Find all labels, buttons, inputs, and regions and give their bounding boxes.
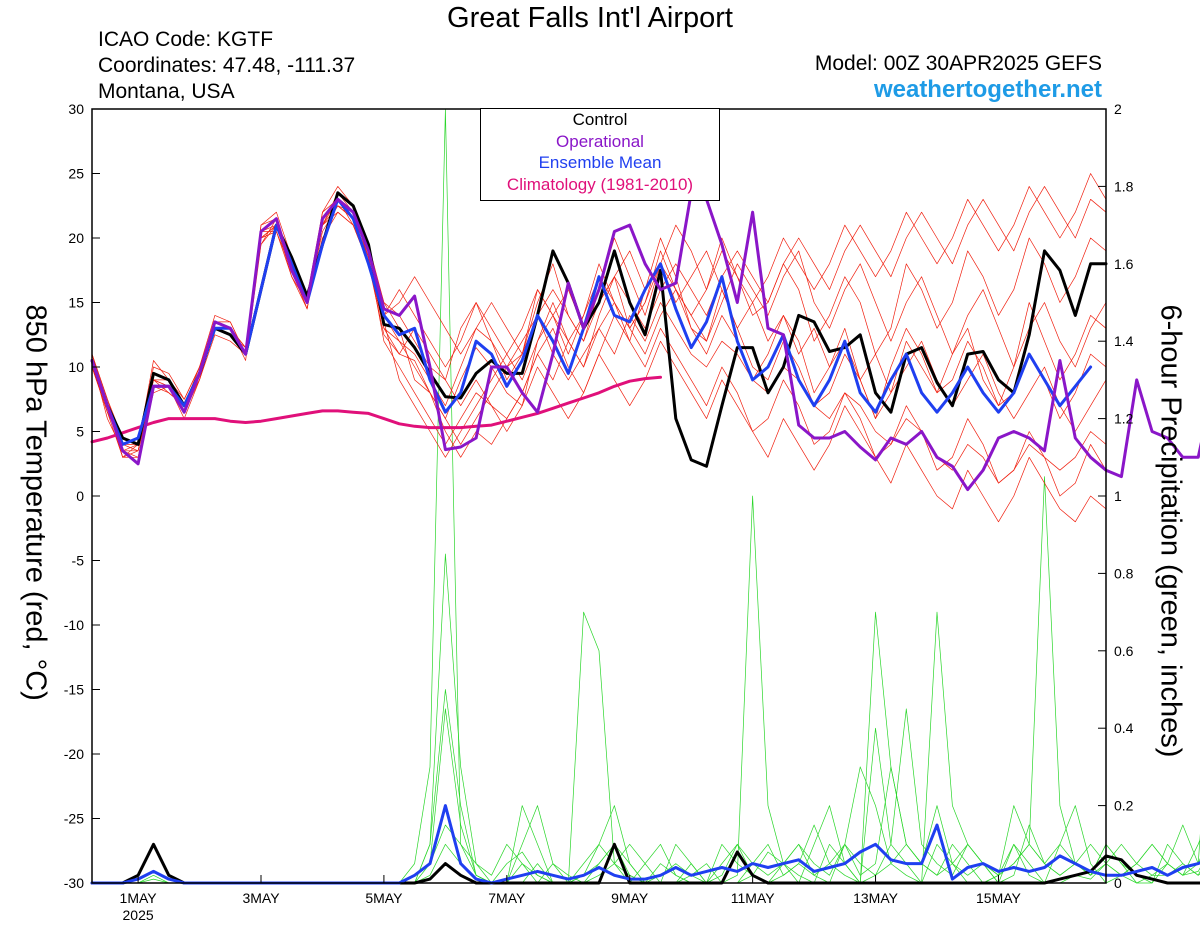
x-tick-label: 9MAY (611, 890, 649, 906)
y-tick-label-left: 10 (68, 359, 84, 375)
y-tick-label-right: 0.4 (1114, 720, 1134, 736)
y-tick-label-left: -10 (64, 617, 84, 633)
plot-frame (91, 108, 1107, 884)
x-tick-label: 13MAY (853, 890, 899, 906)
y-tick-label-left: 25 (68, 166, 84, 182)
y-tick-label-right: 0.6 (1114, 643, 1134, 659)
x-tick-sublabel: 2025 (123, 907, 154, 923)
x-tick-label: 1MAY (120, 890, 158, 906)
precip-member-line (91, 108, 1200, 884)
precip-member-line (91, 495, 1200, 884)
legend-ensemble-mean: Ensemble Mean (538, 153, 662, 172)
y-tick-label-right: 0.8 (1114, 565, 1134, 581)
x-tick-label: 3MAY (242, 890, 280, 906)
y-tick-label-left: -25 (64, 811, 84, 827)
y-axis-label-left: 850 hPa Temperature (red, °C) (19, 304, 52, 701)
region: Montana, USA (98, 80, 235, 103)
precip-member-line (91, 476, 1200, 884)
temp-member-line (91, 205, 1107, 445)
x-tick-label: 11MAY (731, 890, 775, 906)
chart-title: Great Falls Int'l Airport (447, 2, 733, 34)
y-tick-label-left: 20 (68, 230, 84, 246)
precip-member-line (91, 689, 1200, 884)
precip-ensemble-mean-line (90, 804, 1200, 885)
y-tick-label-left: -20 (64, 746, 84, 762)
legend-climatology: Climatology (1981-2010) (506, 174, 694, 194)
temp-member-line (91, 198, 1107, 445)
temp-series-group (90, 173, 1200, 523)
x-tick-label: 7MAY (488, 890, 526, 906)
y-tick-label-right: 1 (1114, 488, 1122, 504)
y-tick-label-right: 0 (1114, 875, 1122, 891)
y-tick-label-left: 30 (68, 101, 84, 117)
coordinates: Coordinates: 47.48, -111.37 (98, 54, 356, 77)
temp-operational-line (90, 191, 1200, 492)
y-tick-label-right: 1.2 (1114, 411, 1134, 427)
x-tick-label: 15MAY (976, 890, 1022, 906)
precip-series-group (90, 108, 1200, 885)
y-tick-label-right: 1.4 (1114, 333, 1134, 349)
model-run: Model: 00Z 30APR2025 GEFS (814, 52, 1102, 75)
precip-member-line (91, 824, 1200, 884)
temp-climatology-1981-2010-line (90, 375, 662, 444)
y-tick-label-left: 0 (76, 488, 84, 504)
legend-control: Control (572, 110, 628, 129)
axes: 302520151050-5-10-15-20-25-3021.81.61.41… (64, 101, 1134, 923)
icao-code: ICAO Code: KGTF (98, 28, 274, 51)
y-tick-label-right: 1.8 (1114, 178, 1134, 194)
legend-operational: Operational (556, 131, 644, 151)
x-tick-label: 5MAY (365, 890, 403, 906)
temp-member-line (91, 192, 1107, 497)
y-tick-label-left: -5 (72, 553, 85, 569)
y-tick-label-right: 2 (1114, 101, 1122, 117)
site-link[interactable]: weathertogether.net (873, 76, 1102, 103)
temp-member-line (91, 205, 1107, 458)
temp-member-line (91, 198, 1107, 484)
temp-member-line (91, 198, 1107, 523)
y-tick-label-left: 15 (68, 295, 84, 311)
y-axis-label-right: 6-hour Precipitation (green, inches) (1154, 304, 1187, 758)
y-tick-label-right: 0.2 (1114, 798, 1134, 814)
legend: Control Operational Ensemble Mean Climat… (480, 108, 720, 201)
y-tick-label-left: -15 (64, 682, 84, 698)
y-tick-label-right: 1.6 (1114, 256, 1134, 272)
y-tick-label-left: -30 (64, 875, 84, 891)
temp-member-line (91, 211, 1107, 458)
temp-ensemble-mean-line (90, 197, 1093, 446)
y-tick-label-left: 5 (76, 424, 84, 440)
temp-member-line (91, 173, 1107, 452)
